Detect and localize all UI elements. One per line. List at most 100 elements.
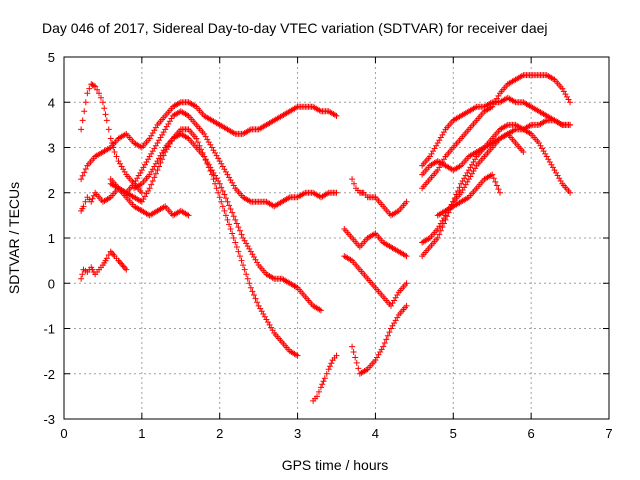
data-point (317, 384, 324, 391)
data-point (333, 189, 340, 196)
data-point (78, 176, 85, 183)
data-point (260, 311, 267, 318)
data-point (132, 177, 139, 184)
data-point (440, 156, 447, 163)
data-point (246, 245, 253, 252)
data-point (240, 235, 247, 241)
data-point (472, 156, 479, 163)
data-point (151, 174, 158, 181)
data-point (327, 363, 334, 370)
data-series (78, 185, 192, 219)
data-point (235, 248, 242, 255)
data-point (78, 126, 85, 133)
data-point (355, 365, 362, 372)
data-point (94, 86, 101, 93)
data-point (294, 352, 301, 359)
data-point (436, 137, 443, 144)
data-point (238, 231, 245, 238)
data-point (254, 259, 261, 266)
data-point (80, 203, 87, 210)
data-point (157, 134, 164, 141)
data-point (386, 329, 393, 336)
x-tick-label: 7 (605, 426, 612, 441)
data-point (152, 142, 159, 149)
data-point (238, 257, 245, 264)
data-point (224, 216, 231, 223)
data-point (79, 172, 86, 179)
data-point (467, 173, 474, 180)
data-point (495, 92, 502, 99)
data-series (310, 352, 340, 404)
data-point (152, 160, 159, 167)
data-point (319, 381, 326, 388)
data-point (493, 95, 500, 102)
data-point (394, 292, 401, 299)
data-point (118, 163, 125, 170)
data-point (81, 169, 88, 176)
data-point (227, 206, 234, 213)
data-point (226, 174, 233, 181)
data-point (227, 177, 234, 184)
data-point (353, 359, 360, 366)
data-point (212, 172, 219, 179)
x-tick-label: 1 (138, 426, 145, 441)
data-point (123, 266, 130, 273)
data-point (250, 254, 257, 261)
data-point (250, 292, 257, 299)
data-point (159, 149, 166, 156)
data-point (107, 135, 114, 142)
data-point (84, 90, 91, 97)
data-point (495, 186, 502, 193)
data-point (462, 172, 469, 179)
data-point (333, 112, 340, 119)
data-point (489, 171, 496, 178)
x-tick-label: 6 (528, 426, 535, 441)
data-point (204, 136, 211, 143)
data-point (138, 167, 145, 174)
data-point (162, 126, 169, 133)
data-point (537, 142, 544, 149)
data-point (430, 148, 437, 155)
data-point (134, 175, 141, 182)
data-point (389, 300, 396, 307)
data-point (157, 152, 164, 159)
data-point (222, 195, 229, 202)
data-point (219, 187, 226, 194)
chart-title: Day 046 of 2017, Sidereal Day-to-day VTE… (42, 20, 548, 36)
data-point (392, 317, 399, 324)
data-point (556, 175, 563, 182)
data-point (96, 90, 103, 97)
data-point (89, 195, 96, 202)
data-point (208, 171, 215, 178)
data-point (351, 180, 358, 187)
x-tick-label: 5 (450, 426, 457, 441)
data-point (97, 94, 104, 101)
data-point (194, 139, 201, 146)
data-point (428, 150, 435, 157)
data-point (520, 149, 527, 156)
data-point (82, 165, 89, 172)
data-point (154, 139, 161, 146)
data-point (143, 158, 150, 165)
data-point (375, 351, 382, 358)
data-point (226, 202, 233, 209)
data-point (436, 223, 443, 230)
data-point (439, 217, 446, 224)
data-point (198, 146, 205, 153)
data-point (205, 164, 212, 171)
data-series (107, 108, 340, 210)
data-point (567, 121, 574, 128)
data-point (459, 187, 466, 194)
data-point (377, 349, 384, 356)
data-point (546, 158, 553, 165)
data-point (121, 168, 128, 175)
data-point (403, 280, 410, 287)
data-point (193, 135, 200, 142)
y-tick-label: 0 (48, 276, 55, 291)
data-point (117, 160, 124, 167)
x-tick-label: 0 (60, 426, 67, 441)
data-point (81, 108, 88, 115)
data-point (221, 191, 228, 198)
data-point (325, 366, 332, 373)
